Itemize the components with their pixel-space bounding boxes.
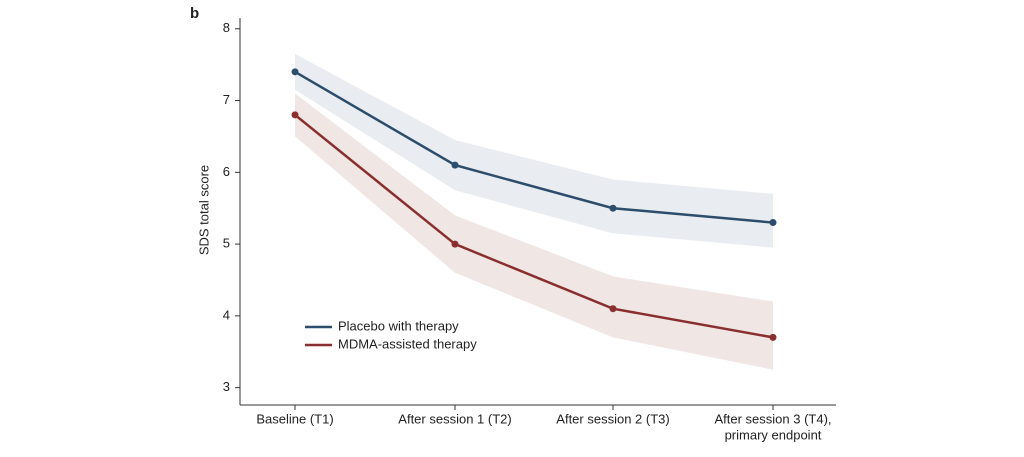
data-point bbox=[291, 111, 299, 119]
y-axis-label: SDS total score bbox=[196, 165, 211, 255]
data-point bbox=[451, 240, 459, 248]
x-tick-label: After session 1 (T2) bbox=[398, 411, 511, 426]
x-tick-label: primary endpoint bbox=[725, 427, 822, 442]
x-tick-label: Baseline (T1) bbox=[256, 411, 333, 426]
x-tick-label: After session 3 (T4), bbox=[714, 411, 831, 426]
x-tick-label: After session 2 (T3) bbox=[556, 411, 669, 426]
legend-label: Placebo with therapy bbox=[338, 318, 459, 333]
y-tick-label: 6 bbox=[223, 164, 230, 179]
data-point bbox=[291, 68, 299, 76]
data-point bbox=[451, 161, 459, 169]
confidence-band bbox=[295, 93, 455, 273]
confidence-band bbox=[613, 179, 773, 248]
y-tick-label: 4 bbox=[223, 307, 230, 322]
data-point bbox=[769, 219, 777, 227]
panel-label: b bbox=[190, 5, 199, 22]
data-point bbox=[609, 204, 617, 212]
y-tick-label: 5 bbox=[223, 236, 230, 251]
y-tick-label: 3 bbox=[223, 379, 230, 394]
data-point bbox=[769, 333, 777, 341]
legend-label: MDMA-assisted therapy bbox=[338, 336, 477, 351]
y-tick-label: 7 bbox=[223, 92, 230, 107]
y-tick-label: 8 bbox=[223, 20, 230, 35]
series-line bbox=[294, 70, 774, 224]
confidence-band bbox=[295, 53, 455, 191]
series-line bbox=[294, 113, 774, 339]
data-point bbox=[609, 305, 617, 313]
